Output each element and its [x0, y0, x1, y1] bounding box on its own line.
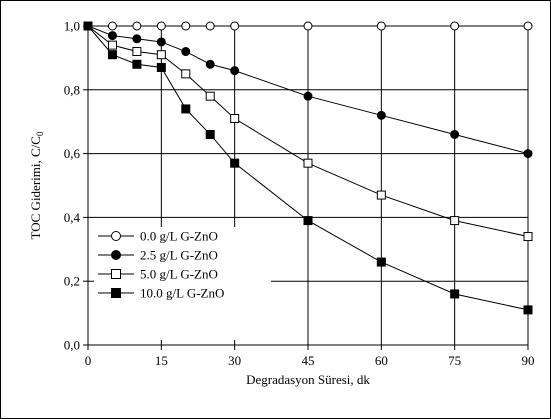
- legend-marker: [111, 288, 121, 298]
- legend-item: 10.0 g/L G-ZnO: [98, 286, 224, 301]
- data-point: [450, 216, 460, 226]
- data-point: [156, 21, 166, 31]
- legend: 0.0 g/L G-ZnO 2.5 g/L G-ZnO 5.0 g/L G-ZnO 1…: [94, 227, 271, 340]
- data-point: [132, 59, 142, 69]
- data-point: [450, 21, 460, 31]
- y-tick-label: 0,4: [64, 210, 81, 225]
- x-tick-label: 30: [228, 353, 241, 368]
- data-point: [523, 232, 533, 242]
- axis-ticks: 0 15 30 45 60 75 90 0,0 0,2 0,4 0,6 0,8 1,0: [64, 19, 535, 369]
- data-point: [376, 110, 386, 120]
- data-point: [205, 91, 215, 101]
- data-point: [132, 21, 142, 31]
- data-point: [376, 21, 386, 31]
- data-point: [303, 91, 313, 101]
- legend-label: 0.0 g/L G-ZnO: [140, 229, 218, 244]
- legend-item: 5.0 g/L G-ZnO: [98, 267, 218, 282]
- data-point: [156, 50, 166, 60]
- data-point: [303, 216, 313, 226]
- x-tick-label: 0: [85, 353, 92, 368]
- y-tick-label: 1,0: [64, 19, 80, 34]
- y-tick-label: 0,0: [64, 338, 80, 353]
- legend-label: 10.0 g/L G-ZnO: [140, 286, 224, 301]
- data-point: [303, 21, 313, 31]
- data-point: [230, 114, 240, 124]
- y-tick-label: 0,2: [64, 274, 80, 289]
- y-tick-label: 0,6: [64, 146, 81, 161]
- data-point: [523, 149, 533, 159]
- y-axis-label-main: TOC Giderimi, C/C: [28, 136, 43, 239]
- series-1: [83, 21, 533, 31]
- series-4: [83, 21, 533, 315]
- legend-label: 5.0 g/L G-ZnO: [140, 267, 218, 282]
- data-point: [181, 69, 191, 79]
- x-tick-label: 90: [522, 353, 535, 368]
- data-point: [450, 129, 460, 139]
- data-point: [132, 47, 142, 57]
- x-axis-label: Degradasyon Süresi, dk: [246, 372, 370, 387]
- data-point: [230, 21, 240, 31]
- data-point: [523, 305, 533, 315]
- legend-item: 2.5 g/L G-ZnO: [98, 248, 218, 263]
- legend-marker: [111, 250, 121, 260]
- data-point: [205, 21, 215, 31]
- legend-marker: [111, 269, 121, 279]
- data-point: [181, 104, 191, 114]
- x-tick-label: 75: [448, 353, 461, 368]
- data-point: [156, 62, 166, 72]
- data-point: [523, 21, 533, 31]
- data-point: [205, 59, 215, 69]
- y-axis-label: TOC Giderimi, C/C0: [28, 131, 45, 239]
- data-point: [107, 21, 117, 31]
- data-point: [107, 31, 117, 41]
- legend-item: 0.0 g/L G-ZnO: [98, 229, 218, 244]
- legend-label: 2.5 g/L G-ZnO: [140, 248, 218, 263]
- x-tick-label: 60: [375, 353, 388, 368]
- series-lines: [83, 21, 533, 315]
- data-point: [230, 66, 240, 76]
- data-point: [107, 50, 117, 60]
- data-point: [132, 34, 142, 44]
- data-point: [376, 257, 386, 267]
- y-axis-label-subscript: 0: [35, 131, 45, 136]
- data-point: [205, 129, 215, 139]
- data-point: [83, 21, 93, 31]
- data-point: [181, 47, 191, 57]
- data-point: [181, 21, 191, 31]
- legend-box: [94, 227, 271, 340]
- x-tick-label: 45: [302, 353, 315, 368]
- data-point: [376, 190, 386, 200]
- data-point: [230, 158, 240, 168]
- legend-marker: [111, 231, 121, 241]
- x-tick-label: 15: [155, 353, 168, 368]
- data-point: [450, 289, 460, 299]
- y-tick-label: 0,8: [64, 82, 80, 97]
- data-point: [156, 37, 166, 47]
- data-point: [107, 40, 117, 50]
- data-point: [303, 158, 313, 168]
